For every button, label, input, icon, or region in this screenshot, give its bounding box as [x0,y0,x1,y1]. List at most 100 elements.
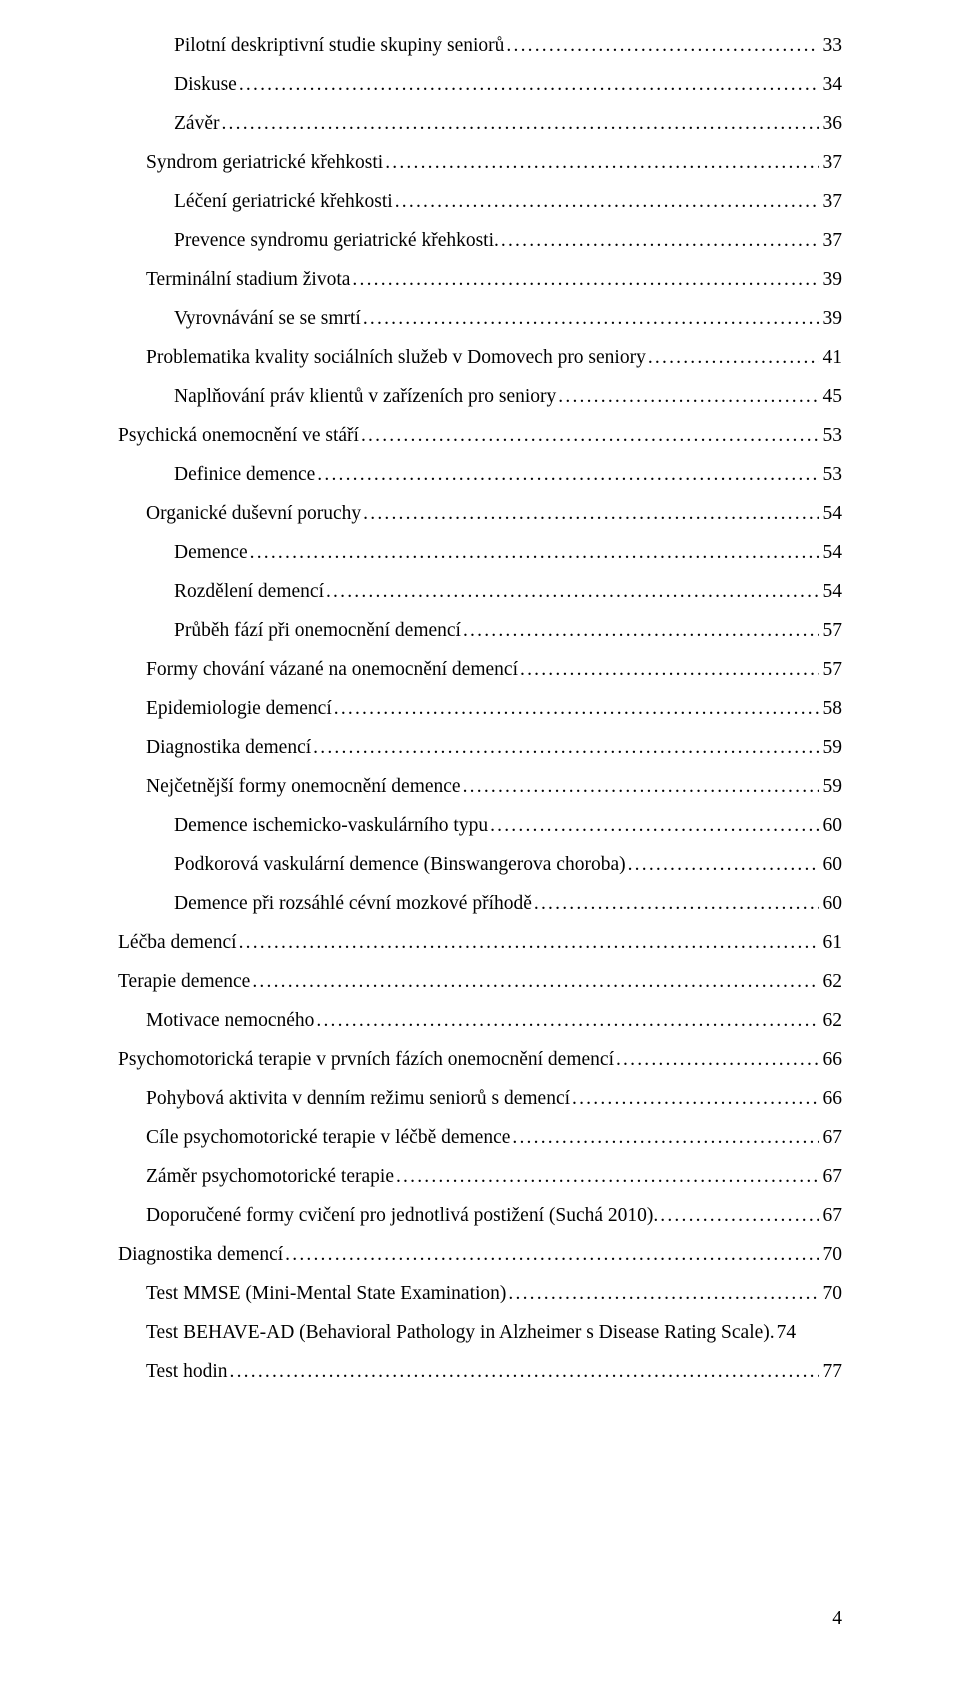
toc-entry-page: 67 [821,1167,843,1187]
toc-entry[interactable]: Test BEHAVE-AD (Behavioral Pathology in … [118,1323,842,1343]
toc-dot-leader [660,1206,818,1226]
toc-entry[interactable]: Terapie demence62 [118,972,842,992]
toc-dot-leader [512,1128,818,1148]
toc-entry-page: 33 [821,36,843,56]
toc-entry-page: 37 [821,231,843,251]
toc-entry-page: 39 [821,270,843,290]
toc-dot-leader [463,621,819,641]
toc-entry-page: 57 [821,660,843,680]
toc-entry-title: Motivace nemocného [146,1011,314,1031]
toc-entry-page: 34 [821,75,843,95]
toc-dot-leader [363,309,819,329]
toc-entry[interactable]: Prevence syndromu geriatrické křehkosti.… [118,231,842,251]
toc-entry[interactable]: Organické duševní poruchy54 [118,504,842,524]
toc-dot-leader [463,777,819,797]
toc-dot-leader [490,816,818,836]
toc-entry-page: 61 [821,933,843,953]
toc-entry[interactable]: Test MMSE (Mini-Mental State Examination… [118,1284,842,1304]
toc-entry-title: Diskuse [174,75,237,95]
toc-entry[interactable]: Léčba demencí 61 [118,933,842,953]
toc-dot-leader [508,1284,818,1304]
toc-entry-title: Psychická onemocnění ve stáří [118,426,359,446]
toc-dot-leader [572,1089,818,1109]
toc-dot-leader [501,231,819,251]
toc-dot-leader [616,1050,819,1070]
toc-dot-leader [334,699,819,719]
toc-entry[interactable]: Naplňování práv klientů v zařízeních pro… [118,387,842,407]
toc-entry-page: 39 [821,309,843,329]
toc-entry-page: 45 [821,387,843,407]
toc-entry-page: 60 [821,816,843,836]
toc-dot-leader [396,1167,819,1187]
toc-entry[interactable]: Nejčetnější formy onemocnění demence59 [118,777,842,797]
toc-entry-title: Diagnostika demencí [118,1245,283,1265]
toc-entry[interactable]: Cíle psychomotorické terapie v léčbě dem… [118,1128,842,1148]
toc-entry-page: 59 [821,777,843,797]
toc-entry-title: Podkorová vaskulární demence (Binswanger… [174,855,626,875]
toc-entry-page: 37 [821,192,843,212]
toc-entry[interactable]: Psychomotorická terapie v prvních fázích… [118,1050,842,1070]
toc-entry[interactable]: Závěr36 [118,114,842,134]
toc-entry[interactable]: Rozdělení demencí54 [118,582,842,602]
toc-entry[interactable]: Demence54 [118,543,842,563]
toc-entry[interactable]: Psychická onemocnění ve stáří53 [118,426,842,446]
toc-entry-title: Formy chování vázané na onemocnění demen… [146,660,518,680]
toc-entry-page: 66 [821,1050,843,1070]
toc-entry[interactable]: Test hodin77 [118,1362,842,1382]
toc-entry-title: Cíle psychomotorické terapie v léčbě dem… [146,1128,510,1148]
toc-entry[interactable]: Demence ischemicko-vaskulárního typu 60 [118,816,842,836]
toc-entry[interactable]: Pohybová aktivita v denním režimu senior… [118,1089,842,1109]
toc-entry-title: Syndrom geriatrické křehkosti [146,153,383,173]
toc-entry[interactable]: Diskuse 34 [118,75,842,95]
toc-entry-title: Doporučené formy cvičení pro jednotlivá … [146,1206,658,1226]
toc-dot-leader [385,153,818,173]
toc-entry-page: 60 [821,855,843,875]
toc-entry-title: Demence ischemicko-vaskulárního typu [174,816,488,836]
toc-entry[interactable]: Vyrovnávání se se smrtí 39 [118,309,842,329]
toc-entry[interactable]: Pilotní deskriptivní studie skupiny seni… [118,36,842,56]
toc-entry-page: 57 [821,621,843,641]
toc-entry[interactable]: Terminální stadium života39 [118,270,842,290]
toc-entry-page: 67 [821,1206,843,1226]
toc-entry[interactable]: Doporučené formy cvičení pro jednotlivá … [118,1206,842,1226]
toc-entry[interactable]: Definice demence53 [118,465,842,485]
toc-entry-title: Vyrovnávání se se smrtí [174,309,361,329]
toc-entry[interactable]: Formy chování vázané na onemocnění demen… [118,660,842,680]
toc-entry-title: Pohybová aktivita v denním režimu senior… [146,1089,570,1109]
page-number: 4 [832,1608,842,1630]
toc-entry[interactable]: Syndrom geriatrické křehkosti37 [118,153,842,173]
toc-entry-page: 41 [821,348,843,368]
toc-dot-leader [534,894,819,914]
toc-entry[interactable]: Léčení geriatrické křehkosti37 [118,192,842,212]
toc-entry-title: Naplňování práv klientů v zařízeních pro… [174,387,556,407]
toc-entry-page: 70 [821,1284,843,1304]
toc-dot-leader [628,855,819,875]
toc-entry-page: 77 [821,1362,843,1382]
toc-entry[interactable]: Diagnostika demencí70 [118,1245,842,1265]
toc-dot-leader [250,543,819,563]
toc-dot-leader [252,972,818,992]
table-of-contents: Pilotní deskriptivní studie skupiny seni… [118,36,842,1382]
toc-entry-page: 62 [821,972,843,992]
toc-entry[interactable]: Diagnostika demencí59 [118,738,842,758]
toc-dot-leader [558,387,818,407]
toc-entry[interactable]: Problematika kvality sociálních služeb v… [118,348,842,368]
toc-dot-leader [520,660,819,680]
toc-entry[interactable]: Záměr psychomotorické terapie67 [118,1167,842,1187]
toc-dot-leader [230,1362,819,1382]
toc-entry[interactable]: Podkorová vaskulární demence (Binswanger… [118,855,842,875]
toc-entry[interactable]: Průběh fází při onemocnění demencí 57 [118,621,842,641]
toc-dot-leader [648,348,819,368]
toc-entry-page: 60 [821,894,843,914]
toc-entry[interactable]: Demence při rozsáhlé cévní mozkové přího… [118,894,842,914]
toc-entry-title: Léčba demencí [118,933,237,953]
toc-entry-title: Psychomotorická terapie v prvních fázích… [118,1050,614,1070]
toc-dot-leader [239,75,819,95]
toc-entry-page: 54 [821,582,843,602]
toc-entry-title: Průběh fází při onemocnění demencí [174,621,461,641]
toc-entry[interactable]: Epidemiologie demencí58 [118,699,842,719]
toc-entry-page: 66 [821,1089,843,1109]
toc-dot-leader [239,933,819,953]
toc-entry[interactable]: Motivace nemocného62 [118,1011,842,1031]
toc-entry-page: 53 [821,465,843,485]
